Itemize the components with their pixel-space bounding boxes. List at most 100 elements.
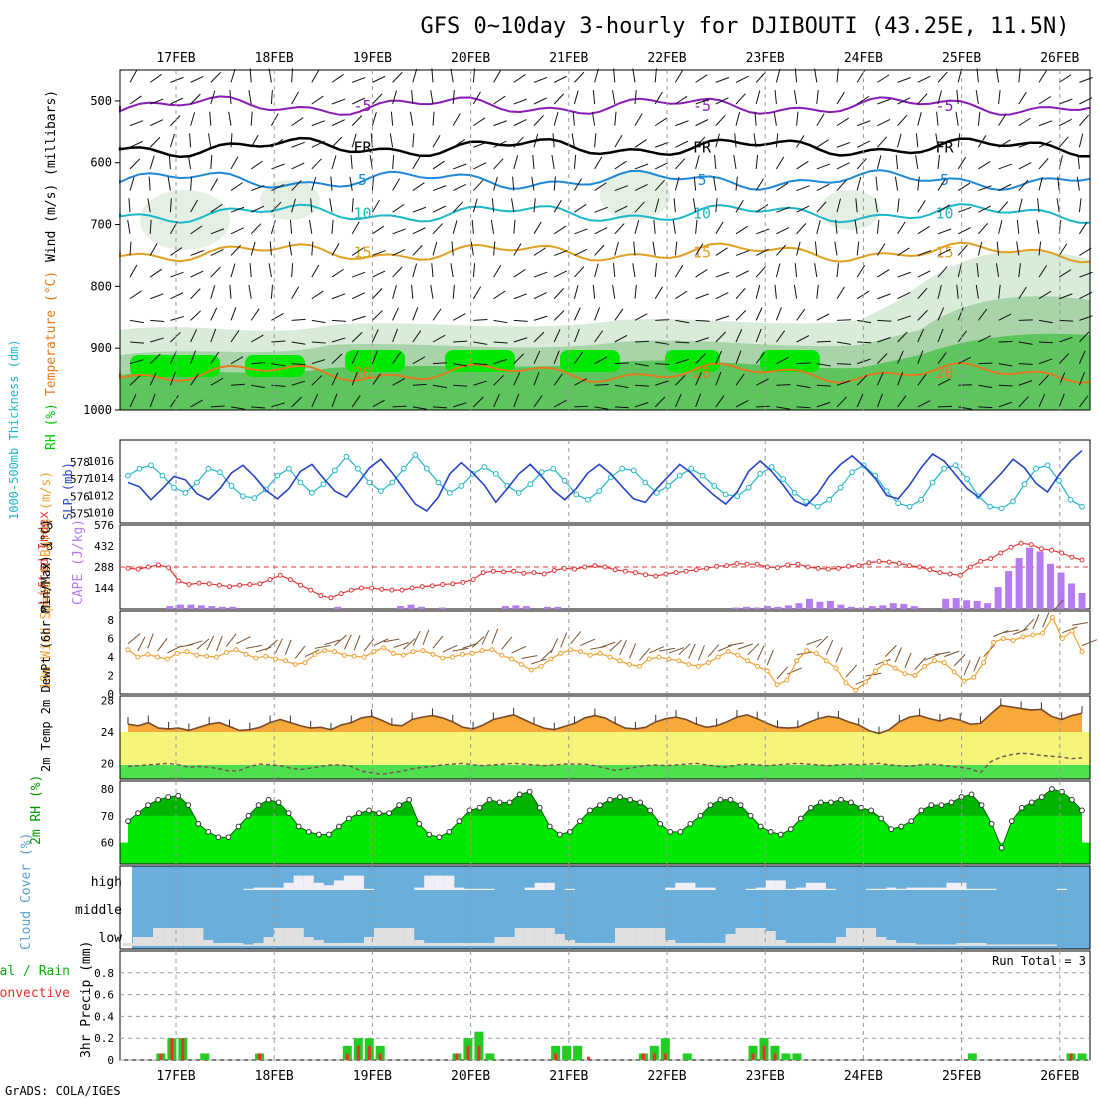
wind-barb	[291, 68, 294, 83]
wind-barb	[854, 219, 858, 234]
wind-barb	[169, 133, 175, 148]
wind-barb	[816, 201, 827, 213]
wind-barb	[695, 337, 710, 343]
precip-convective-bar	[1069, 1053, 1073, 1060]
wind-barb	[894, 176, 899, 191]
wind-barb	[975, 90, 979, 105]
wind-barb	[410, 111, 414, 126]
wind-barb	[412, 263, 418, 278]
wind-barb	[552, 133, 555, 148]
surface-wind-barb	[953, 654, 966, 667]
wind-speed-point	[204, 653, 210, 659]
surface-wind-barb	[688, 643, 696, 659]
wind-speed-point	[164, 656, 170, 662]
wind-barb	[695, 136, 706, 148]
precip-total-bar	[682, 1053, 692, 1060]
cape-bar	[543, 606, 551, 609]
wind-barb	[291, 396, 302, 408]
wind-speed-point	[990, 639, 996, 645]
wind-barb	[129, 140, 143, 148]
lifted-index-point	[815, 565, 821, 571]
wind-barb	[754, 111, 757, 126]
wind-barb	[654, 198, 660, 213]
upper-air-ylabel-part: Temperature (°C)	[44, 271, 59, 396]
wind-barb	[513, 155, 519, 170]
cape-bar	[439, 607, 447, 609]
thickness-point	[722, 491, 729, 498]
cape-bar	[732, 607, 740, 609]
wind-barb	[553, 270, 568, 278]
wind-barb	[776, 406, 791, 410]
precip-total-bar	[649, 1045, 659, 1060]
wind-barb	[250, 111, 253, 126]
cloud-low-bar	[966, 943, 977, 946]
cloud-low-bar	[815, 943, 826, 946]
rh-point	[627, 796, 634, 803]
rh-point	[506, 799, 513, 806]
wind-barb	[836, 179, 847, 191]
precip-convective-bar	[477, 1045, 481, 1060]
wind-speed-point	[450, 654, 456, 660]
lifted-index-point	[764, 564, 770, 570]
rh-point	[205, 828, 212, 835]
wind-barb	[271, 402, 285, 408]
wind-barb	[1018, 363, 1033, 365]
thickness-point	[895, 500, 901, 507]
rh-point	[145, 802, 151, 808]
cape-bar	[994, 587, 1002, 609]
thickness-point	[446, 489, 453, 496]
wind-barb	[311, 394, 319, 408]
surface-wind-barb	[275, 638, 283, 654]
cloud-high-bar	[1056, 888, 1067, 890]
wind-barb	[775, 330, 786, 343]
lifted-index-point	[186, 582, 192, 587]
wind-barb	[250, 134, 259, 148]
cloud-high-bar	[795, 887, 806, 890]
wind-barb	[1038, 265, 1048, 278]
cloud-low-bar	[695, 943, 706, 946]
cloud-low-bar	[474, 943, 485, 946]
wind-barb	[735, 225, 749, 235]
lifted-index-point	[166, 565, 172, 571]
wind-barb	[775, 307, 782, 321]
thickness-point	[826, 496, 833, 503]
wind-speed-point	[509, 656, 515, 662]
thickness-point	[1021, 481, 1028, 488]
y-tick-label-right: 1016	[88, 455, 115, 468]
wind-barb	[473, 363, 488, 366]
wind-barb	[816, 313, 830, 321]
wind-barb	[654, 162, 669, 170]
wind-barb	[170, 115, 181, 126]
wind-barb	[392, 307, 399, 321]
lifted-index-point	[1028, 542, 1034, 548]
thickness-point	[136, 465, 143, 472]
precip-total-bar	[551, 1045, 561, 1060]
wind-speed-point	[538, 663, 544, 669]
wind-barb	[594, 133, 597, 148]
wind-barb	[473, 380, 487, 386]
cloud-low-bar	[243, 944, 254, 946]
wind-speed-point	[341, 652, 347, 658]
x-tick-label-bottom: 24FEB	[844, 1069, 883, 1084]
wind-barb	[735, 93, 746, 105]
y-tick-label: 700	[90, 218, 112, 232]
cloud-high-bar	[253, 887, 264, 890]
cloud-high-bar	[886, 887, 897, 890]
cloud-low-bar	[675, 943, 686, 946]
precip-convective-bar	[652, 1053, 656, 1060]
cloud-low-bar	[986, 944, 997, 946]
wind-barb	[735, 75, 749, 83]
wind-barb	[270, 284, 273, 299]
rh-point	[175, 792, 182, 799]
wind-barb	[493, 341, 508, 344]
rh-point	[617, 794, 623, 800]
rh-core-70	[130, 355, 220, 377]
cape-bar	[984, 603, 992, 609]
wind-barb	[291, 363, 306, 366]
rh-point	[888, 826, 895, 833]
wind-barb	[755, 178, 764, 191]
wind-speed-point	[548, 656, 554, 662]
rh-point	[687, 820, 694, 827]
wind-barb	[310, 198, 313, 213]
lifted-index-point	[582, 564, 588, 570]
